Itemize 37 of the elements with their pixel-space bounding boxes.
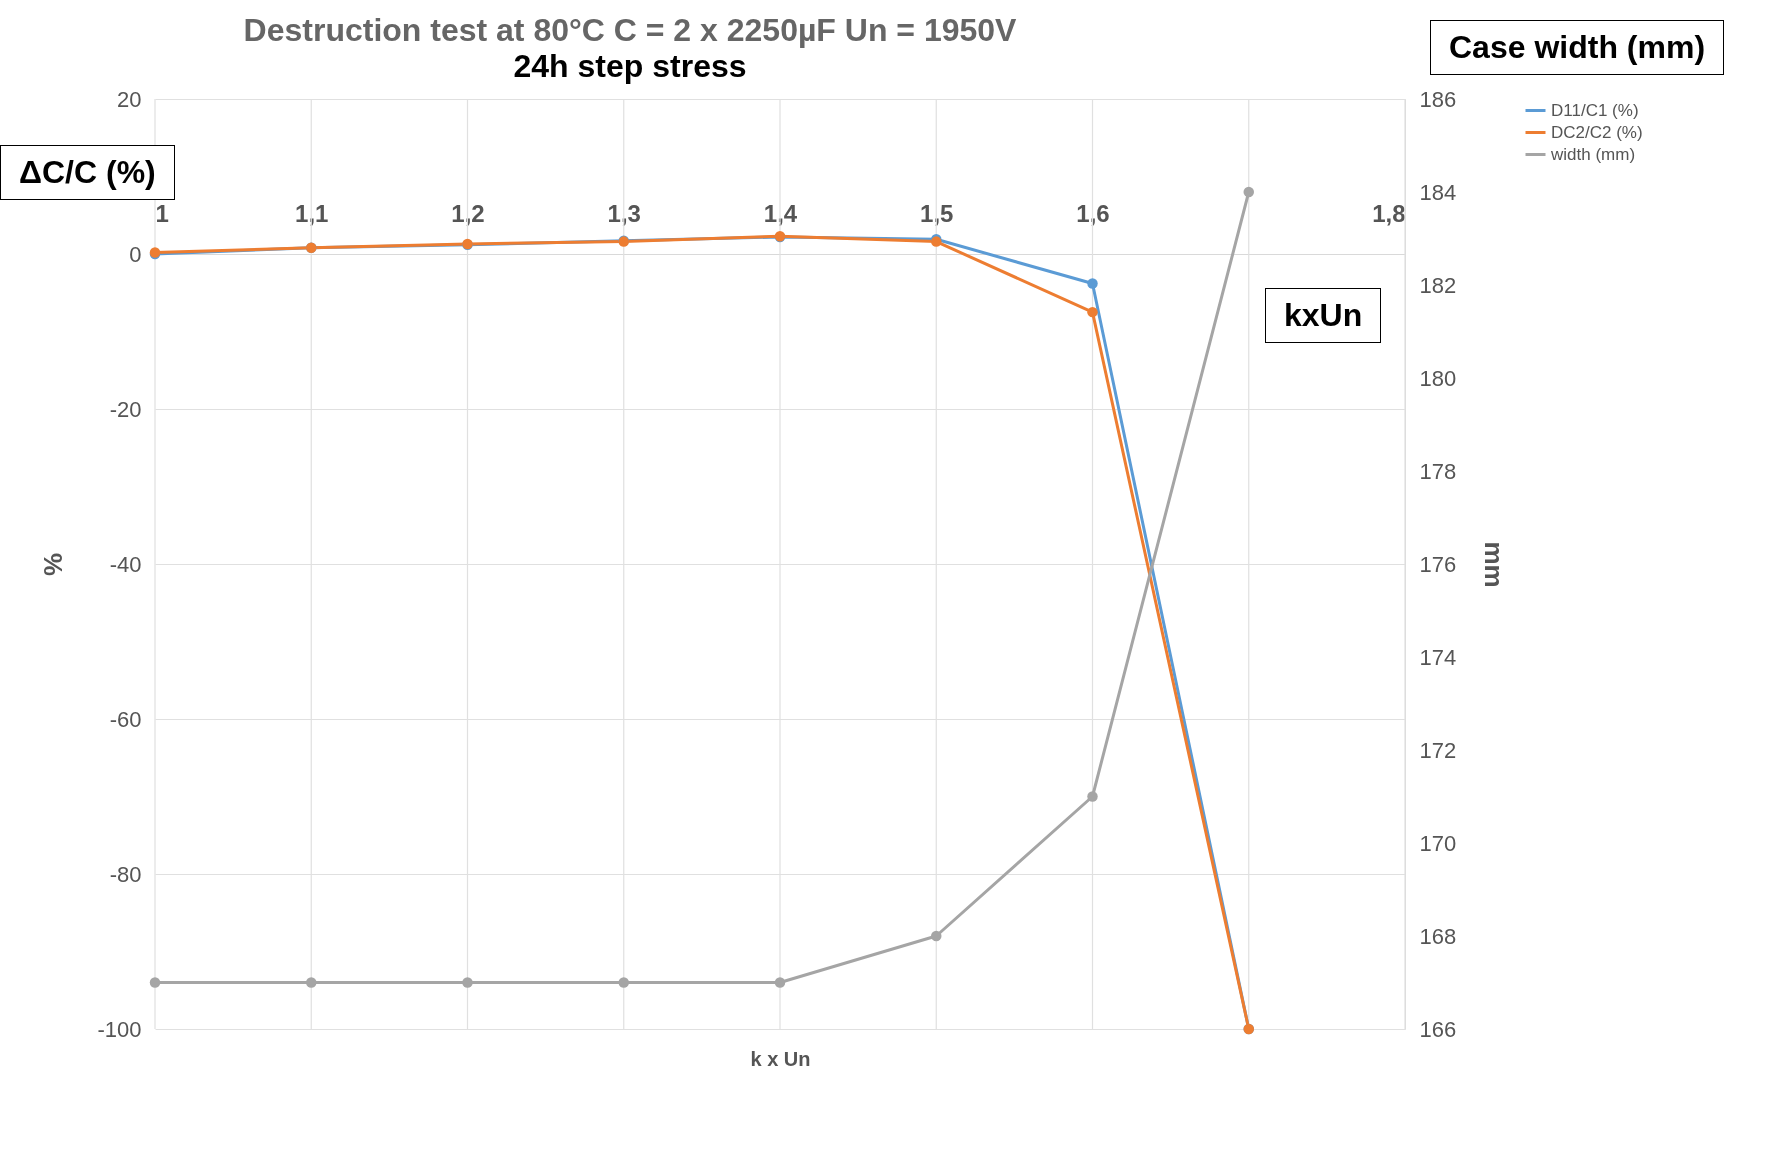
y-tick-label: -60 — [109, 706, 142, 732]
legend-label: width (mm) — [1550, 144, 1636, 164]
x-axis-title: k x Un — [750, 1047, 811, 1070]
y-tick-label: -80 — [109, 861, 142, 887]
y-tick-label: -20 — [109, 396, 142, 422]
x-tick-label: 1,8 — [1372, 199, 1406, 227]
annotation: ΔC/C (%) — [0, 145, 175, 200]
y-tick-label: 0 — [129, 241, 142, 267]
x-tick-label: 1,1 — [295, 199, 329, 227]
annotation: kxUn — [1265, 288, 1382, 343]
y2-axis-title: mm — [1479, 541, 1510, 588]
y2-tick-label: 178 — [1419, 458, 1457, 484]
y2-tick-label: 170 — [1419, 830, 1457, 856]
y2-tick-label: 176 — [1419, 551, 1457, 577]
y2-tick-label: 166 — [1419, 1016, 1457, 1042]
y2-tick-label: 186 — [1419, 86, 1457, 112]
chart-title: Destruction test at 80°C C = 2 x 2250µF Un = 1950V — [243, 12, 1018, 48]
x-tick-label: 1,4 — [763, 199, 798, 227]
y2-tick-label: 174 — [1419, 644, 1457, 670]
x-tick-label: 1,2 — [451, 199, 485, 227]
y-tick-label: 20 — [117, 86, 142, 112]
x-tick-label: 1,6 — [1076, 199, 1110, 227]
y2-tick-label: 168 — [1419, 923, 1457, 949]
y2-tick-label: 182 — [1419, 272, 1457, 298]
y-tick-label: -40 — [109, 551, 142, 577]
x-tick-label: 1,3 — [607, 199, 641, 227]
y-tick-label: -100 — [97, 1016, 142, 1042]
y2-tick-label: 180 — [1419, 365, 1457, 391]
x-tick-label: 1 — [155, 199, 169, 227]
x-tick-label: 1,5 — [920, 199, 954, 227]
chart-subtitle: 24h step stress — [513, 48, 747, 84]
y2-tick-label: 184 — [1419, 179, 1457, 205]
legend-label: DC2/C2 (%) — [1551, 122, 1643, 142]
text: Case width (mm) — [1430, 20, 1725, 75]
y-axis-title: % — [38, 552, 69, 577]
y2-tick-label: 172 — [1419, 737, 1457, 763]
legend-label: D11/C1 (%) — [1551, 100, 1639, 120]
